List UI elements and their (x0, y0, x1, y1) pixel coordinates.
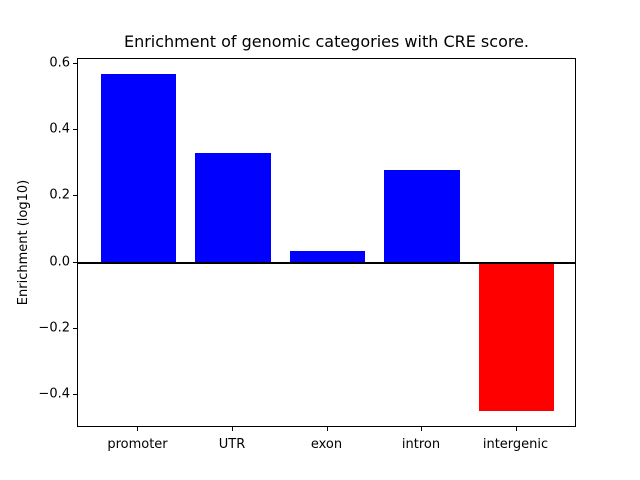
y-axis-label: Enrichment (log10) (16, 179, 32, 306)
y-tick-mark (73, 195, 77, 197)
x-tick-label-intergenic: intergenic (482, 437, 549, 452)
y-tick-label: 0.0 (49, 254, 70, 270)
y-tick-label: 0.4 (49, 121, 70, 137)
x-tick-mark (231, 427, 233, 431)
y-axis-label-container: Enrichment (log10) (8, 58, 40, 427)
x-tick-mark (421, 427, 422, 431)
zero-line (78, 261, 575, 264)
bar-promoter (100, 73, 177, 263)
y-tick-mark (73, 327, 77, 329)
y-tick-mark (73, 129, 77, 131)
y-tick-mark (73, 261, 77, 263)
y-tick-mark (73, 62, 77, 64)
x-tick-mark (137, 427, 139, 431)
y-tick-label: −0.4 (38, 386, 70, 402)
x-tick-mark (326, 427, 328, 431)
x-tick-label-promoter: promoter (107, 437, 168, 452)
bar-exon (289, 250, 366, 263)
x-tick-label-exon: exon (310, 437, 343, 452)
bar-intron (384, 169, 460, 263)
x-tick-label-UTR: UTR (218, 437, 246, 452)
bar-intergenic (478, 262, 555, 412)
y-tick-label: −0.2 (38, 320, 70, 336)
y-tick-mark (73, 393, 77, 395)
y-tick-label: 0.2 (49, 187, 70, 203)
y-tick-label: 0.6 (49, 55, 70, 71)
chart-title: Enrichment of genomic categories with CR… (123, 32, 530, 51)
x-tick-mark (515, 427, 517, 431)
bar-UTR (195, 153, 271, 263)
x-tick-label-intron: intron (401, 437, 441, 452)
plot-area (77, 58, 576, 427)
